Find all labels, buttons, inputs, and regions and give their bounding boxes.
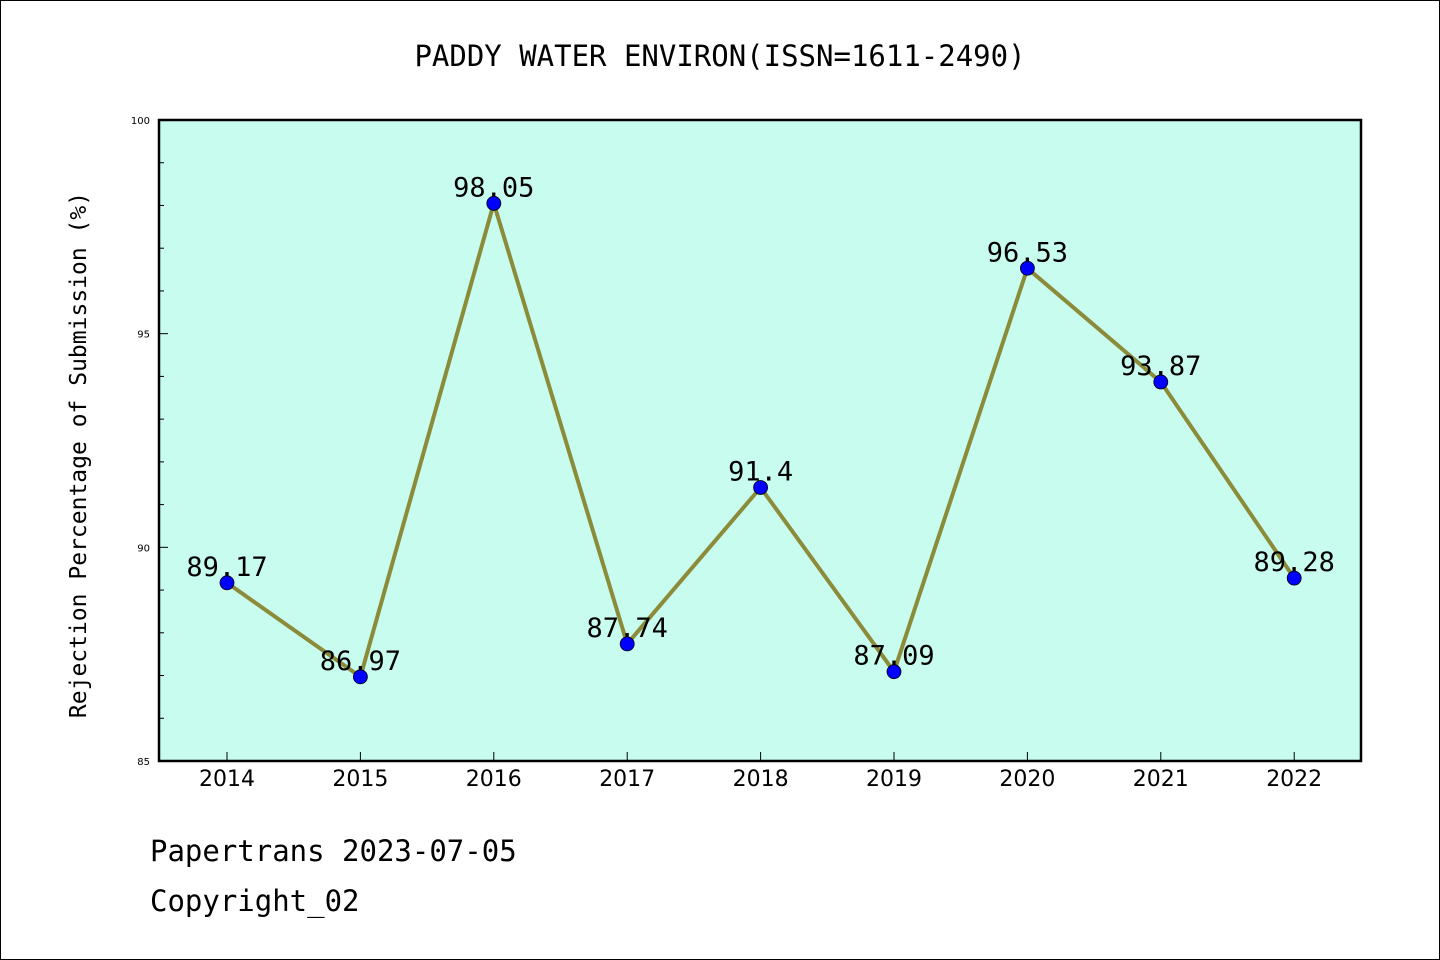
footer-copyright-text: Copyright_02 bbox=[150, 884, 360, 918]
x-axis: 2014 2015 2016 2017 2018 2019 2020 2021 2022 bbox=[199, 752, 1322, 792]
data-points-group bbox=[219, 195, 1302, 685]
data-point bbox=[886, 664, 902, 680]
x-tick-label: 2022 bbox=[1266, 767, 1322, 792]
data-label: 87.74 bbox=[587, 613, 668, 644]
data-point bbox=[352, 669, 368, 685]
data-point bbox=[219, 575, 235, 591]
data-label: 89.17 bbox=[186, 552, 267, 583]
data-point bbox=[1153, 374, 1169, 390]
footer-date-text: Papertrans 2023-07-05 bbox=[150, 834, 517, 868]
data-label: 98.05 bbox=[453, 172, 534, 203]
data-point bbox=[486, 195, 502, 211]
x-tick-label: 2020 bbox=[999, 767, 1055, 792]
data-label: 93.87 bbox=[1120, 351, 1201, 382]
x-tick-label: 2014 bbox=[199, 767, 255, 792]
x-tick-label: 2016 bbox=[466, 767, 522, 792]
data-label: 89.28 bbox=[1254, 547, 1335, 578]
data-label: 86.97 bbox=[320, 646, 401, 677]
plot-area bbox=[159, 120, 1361, 761]
data-label: 91.4 bbox=[728, 457, 793, 488]
data-labels-group: 89.17 86.97 98.05 87.74 91.4 87.09 96.53 93.87 8… bbox=[186, 172, 1334, 676]
x-tick-label: 2017 bbox=[599, 767, 655, 792]
x-tick-label: 2021 bbox=[1133, 767, 1189, 792]
x-tick-label: 2019 bbox=[866, 767, 922, 792]
x-tick-label: 2015 bbox=[332, 767, 388, 792]
y-axis-label: Rejection Percentage of Submission (%) bbox=[66, 192, 92, 718]
x-tick-label: 2018 bbox=[733, 767, 789, 792]
data-point bbox=[753, 480, 768, 495]
y-tick-label: 95 bbox=[137, 330, 150, 341]
data-point bbox=[1286, 570, 1302, 586]
data-point bbox=[619, 636, 635, 652]
y-tick-label: 85 bbox=[137, 757, 150, 768]
data-point bbox=[1020, 260, 1035, 276]
chart-title: PADDY WATER ENVIRON(ISSN=1611-2490) bbox=[414, 39, 1025, 73]
y-tick-label: 100 bbox=[131, 116, 150, 127]
y-tick-label: 90 bbox=[137, 543, 150, 554]
plot-border bbox=[157, 118, 1363, 763]
data-label: 87.09 bbox=[853, 641, 934, 672]
data-label: 96.53 bbox=[987, 237, 1068, 268]
